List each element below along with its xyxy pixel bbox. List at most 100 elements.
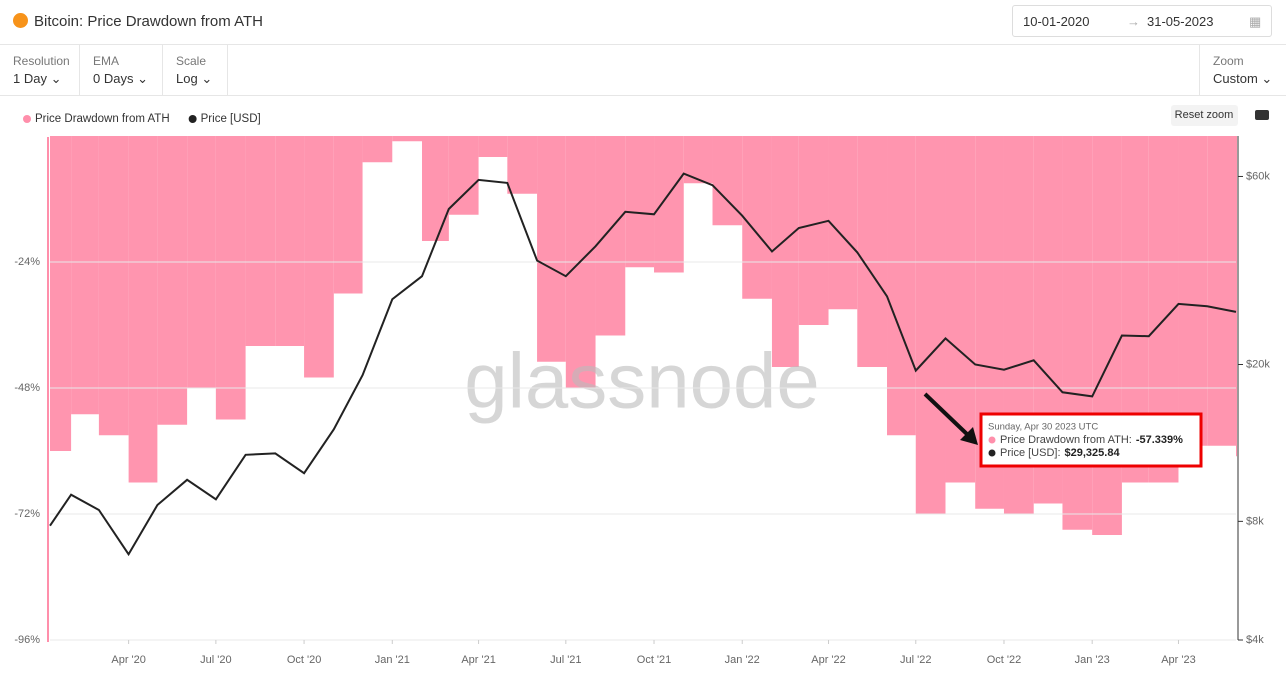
drawdown-bar: [945, 136, 976, 483]
drawdown-bar: [915, 136, 946, 514]
control-value[interactable]: 1 Day ⌄: [13, 71, 62, 86]
legend-label[interactable]: Price [USD]: [201, 113, 261, 125]
tooltip-dot: [988, 436, 996, 444]
drawdown-bar: [742, 136, 772, 299]
drawdown-bar: [1062, 136, 1093, 530]
header: Bitcoin: Price Drawdown from ATH 10-01-2…: [0, 0, 1286, 45]
tooltip: [979, 412, 1203, 468]
drawdown-bar: [478, 136, 508, 157]
date-from[interactable]: 10-01-2020: [1023, 14, 1090, 29]
date-range[interactable]: 10-01-2020 → 31-05-2023 ▦: [1012, 5, 1272, 37]
drawdown-bar: [422, 136, 449, 241]
drawdown-bar: [1092, 136, 1122, 535]
control-text: Custom: [1213, 71, 1258, 86]
y2-tick-label: $60k: [1246, 170, 1270, 182]
drawdown-bar: [333, 136, 363, 294]
tooltip-label: Price Drawdown from ATH:: [1000, 434, 1132, 446]
watermark: glassnode: [464, 337, 820, 425]
controls: Resolution 1 Day ⌄ EMA 0 Days ⌄ Scale Log ⌄…: [0, 45, 1286, 96]
x-tick-label: Jan '23: [1075, 654, 1110, 666]
drawdown-bar: [448, 136, 479, 215]
drawdown-bar: [128, 136, 158, 483]
x-tick-label: Jul '22: [900, 654, 931, 666]
y-tick-label: -72%: [14, 508, 40, 520]
control[interactable]: Scale Log ⌄: [163, 45, 228, 95]
y-tick-label: -24%: [14, 256, 40, 268]
control[interactable]: EMA 0 Days ⌄: [80, 45, 163, 95]
drawdown-bar: [1236, 136, 1237, 457]
drawdown-bar: [654, 136, 684, 273]
drawdown-bar: [98, 136, 129, 436]
price-line: [49, 172, 1237, 557]
calendar-icon[interactable]: ▦: [1249, 14, 1262, 29]
drawdown-bar: [304, 136, 334, 378]
drawdown-bar: [50, 136, 72, 451]
drawdown-bar: [537, 136, 566, 362]
drawdown-bar: [245, 136, 276, 346]
x-tick-label: Jan '21: [375, 654, 410, 666]
x-tick-label: Apr '23: [1161, 654, 1196, 666]
x-tick-label: Apr '22: [811, 654, 846, 666]
tooltip-value: $29,325.84: [1065, 447, 1121, 459]
arrow: →: [1127, 14, 1140, 29]
y2-tick-label: $8k: [1246, 515, 1264, 527]
tooltip-value: -57.339%: [1136, 434, 1183, 446]
control-label: Scale: [176, 54, 207, 68]
y-tick-label: -96%: [14, 634, 40, 646]
x-tick-label: Oct '22: [987, 654, 1022, 666]
drawdown-bar: [857, 136, 888, 367]
drawdown-bar: [71, 136, 99, 415]
arrow: [923, 392, 972, 439]
drawdown-bar: [362, 136, 393, 163]
control-value[interactable]: Log ⌄: [176, 71, 213, 86]
drawdown-bar: [1178, 136, 1208, 446]
y-tick-label: -48%: [14, 382, 40, 394]
tooltip-date: Sunday, Apr 30 2023 UTC: [988, 422, 1098, 433]
x-tick-label: Jul '20: [200, 654, 231, 666]
camera-icon[interactable]: [1255, 110, 1269, 120]
drawdown-bar: [1207, 136, 1236, 446]
control[interactable]: Resolution 1 Day ⌄: [0, 45, 80, 95]
y2-tick-label: $20k: [1246, 358, 1270, 370]
drawdown-bar: [595, 136, 626, 336]
x-tick-label: Apr '20: [111, 654, 146, 666]
control-label: Zoom: [1213, 54, 1244, 68]
reset-zoom-button[interactable]: [1171, 105, 1238, 126]
coin-icon: [13, 13, 28, 28]
x-tick-label: Jan '22: [725, 654, 760, 666]
control-label: EMA: [93, 54, 120, 68]
drawdown-bar: [798, 136, 829, 325]
x-tick-label: Oct '20: [287, 654, 322, 666]
legend-dot: [23, 115, 31, 123]
control-label: Resolution: [13, 54, 70, 68]
date-to[interactable]: 31-05-2023: [1147, 14, 1214, 29]
control-text: 1 Day: [13, 71, 47, 86]
page-title: Bitcoin: Price Drawdown from ATH: [34, 13, 263, 30]
tooltip-dot: [988, 449, 996, 457]
x-tick-label: Jul '21: [550, 654, 581, 666]
drawdown-bar: [215, 136, 246, 420]
y2-tick-label: $4k: [1246, 634, 1264, 646]
drawdown-bar: [275, 136, 305, 346]
control-value[interactable]: Custom ⌄: [1213, 71, 1273, 86]
drawdown-bar: [771, 136, 799, 367]
legend-label[interactable]: Price Drawdown from ATH: [35, 113, 170, 125]
x-tick-label: Apr '21: [461, 654, 496, 666]
drawdown-bar: [887, 136, 916, 436]
drawdown-bar: [507, 136, 538, 194]
reset-zoom-label[interactable]: Reset zoom: [1175, 109, 1234, 121]
drawdown-bar: [625, 136, 655, 268]
zoom-control[interactable]: Zoom Custom ⌄: [1199, 45, 1286, 95]
control-value[interactable]: 0 Days ⌄: [93, 71, 148, 86]
legend-dot: [188, 115, 197, 123]
x-tick-label: Oct '21: [637, 654, 672, 666]
arrow-head: [960, 427, 978, 445]
chart: Reset zoom glassnode -24% -48% -72% -96% $4k $…: [14, 105, 1270, 666]
control-text: Log: [176, 71, 198, 86]
drawdown-bar: [392, 136, 423, 142]
drawdown-bar: [828, 136, 858, 310]
control-text: 0 Days: [93, 71, 134, 86]
tooltip-label: Price [USD]:: [1000, 447, 1061, 459]
drawdown-bar: [157, 136, 188, 425]
